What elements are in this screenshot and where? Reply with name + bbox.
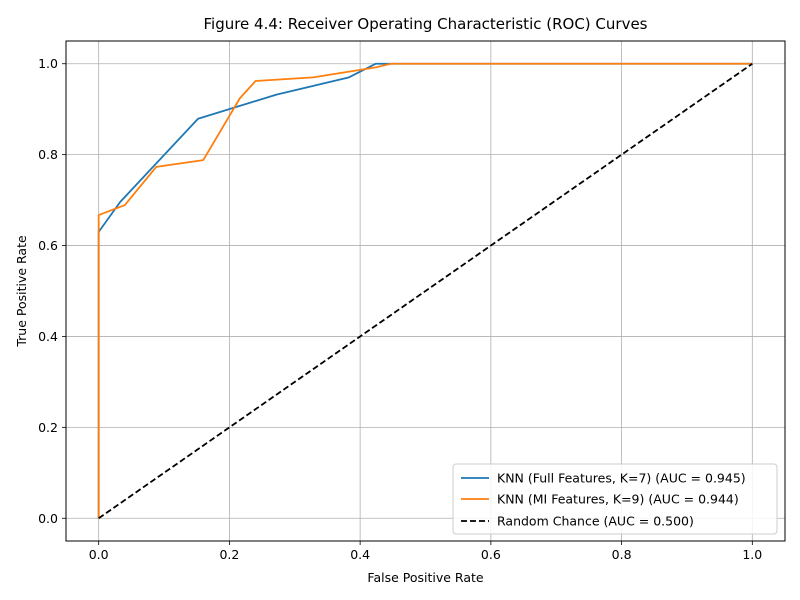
axis-ticks: 0.0 0.2 0.4 0.6 0.8 1.0 0.0 0.2 0.4 0.6 0.8 1.0 — [38, 56, 762, 562]
y-tick-label: 0.6 — [38, 238, 58, 253]
y-tick-label: 0.4 — [38, 329, 58, 344]
x-tick-label: 1.0 — [742, 547, 762, 562]
legend-label-mi-features: KNN (MI Features, K=9) (AUC = 0.944) — [497, 492, 739, 507]
roc-curve-mi-features — [97, 62, 753, 519]
y-tick-label: 0.8 — [38, 147, 58, 162]
series-lines — [97, 62, 753, 520]
legend-box — [452, 463, 778, 535]
y-tick-label: 0.0 — [38, 511, 58, 526]
x-tick-label: 0.2 — [219, 547, 239, 562]
x-tick-label: 0.4 — [350, 547, 370, 562]
plot-frame — [65, 40, 786, 542]
x-tick-label: 0.6 — [481, 547, 501, 562]
x-tick-label: 0.0 — [89, 547, 109, 562]
legend-label-random-chance: Random Chance (AUC = 0.500) — [497, 514, 694, 529]
roc-curve-full-features — [97, 62, 753, 519]
random-chance-line — [98, 62, 753, 520]
grid-lines — [66, 41, 785, 541]
x-axis-label: False Positive Rate — [367, 570, 483, 585]
legend: KNN (Full Features, K=7) (AUC = 0.945) K… — [452, 463, 778, 535]
y-tick-label: 1.0 — [38, 56, 58, 71]
y-tick-label: 0.2 — [38, 420, 58, 435]
chart-title: Figure 4.4: Receiver Operating Character… — [203, 15, 647, 33]
legend-label-full-features: KNN (Full Features, K=7) (AUC = 0.945) — [497, 471, 746, 486]
y-axis-label: True Positive Rate — [14, 235, 29, 348]
x-tick-label: 0.8 — [612, 547, 632, 562]
